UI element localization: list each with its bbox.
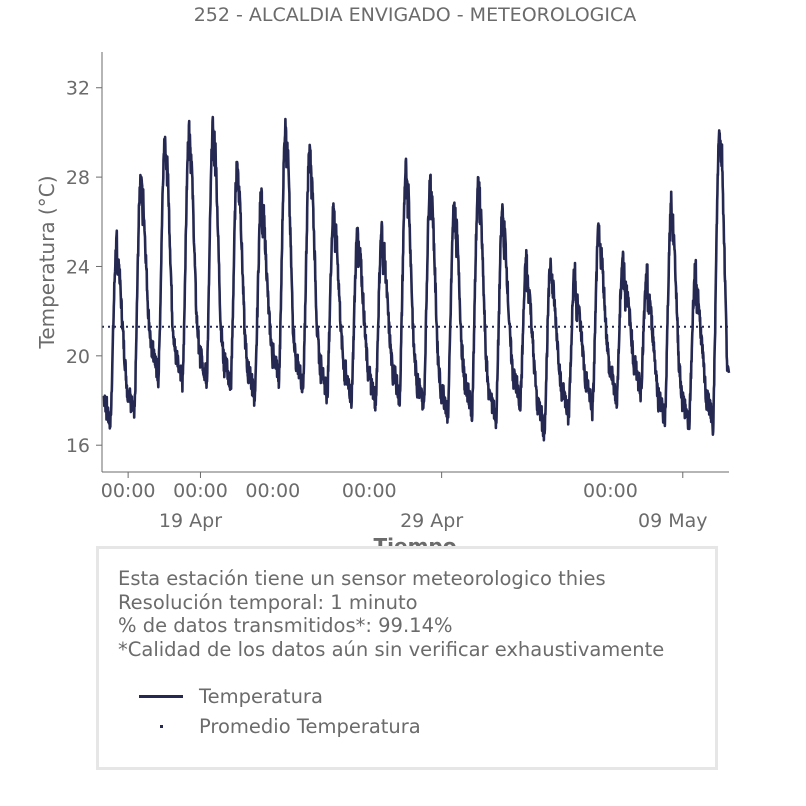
x-date-label: 19 Apr: [159, 510, 222, 532]
plot-area: [102, 115, 731, 442]
y-tick-label: 16: [66, 435, 90, 457]
y-tick-label: 24: [66, 256, 90, 278]
legend-dot-swatch: [139, 714, 185, 738]
info-line-sensor: Esta estación tiene un sensor meteorolog…: [118, 567, 606, 590]
y-tick-label: 32: [66, 78, 90, 100]
x-tick-label: 00:00: [342, 480, 397, 502]
y-axis-title: Temperatura (°C): [35, 175, 59, 349]
x-date-label: 09 May: [638, 510, 708, 532]
legend-label-temperatura: Temperatura: [199, 684, 323, 708]
info-line-quality: *Calidad de los datos aún sin verificar …: [118, 637, 665, 661]
info-box: Esta estación tiene un sensor meteorolog…: [96, 546, 718, 770]
x-tick-label: 00:00: [173, 480, 228, 502]
legend-label-promedio: Promedio Temperatura: [199, 714, 421, 738]
info-line-transmitted: % de datos transmitidos*: 99.14%: [118, 614, 453, 637]
x-tick-label: 00:00: [101, 480, 156, 502]
x-tick-label: 00:00: [245, 480, 300, 502]
x-tick-label: 00:00: [583, 480, 638, 502]
legend: Temperatura Promedio Temperatura: [139, 681, 421, 741]
y-tick-label: 28: [66, 167, 90, 189]
y-tick-label: 20: [66, 346, 90, 368]
info-text: Esta estación tiene un sensor meteorolog…: [118, 567, 664, 661]
series-temperatura: [102, 115, 731, 442]
legend-item-promedio: Promedio Temperatura: [139, 711, 421, 741]
x-date-label: 29 Apr: [400, 510, 463, 532]
info-line-resolution: Resolución temporal: 1 minuto: [118, 590, 418, 614]
legend-line-swatch: [139, 684, 185, 708]
legend-item-temperatura: Temperatura: [139, 681, 421, 711]
chart-title: 252 - ALCALDIA ENVIGADO - METEOROLOGICA: [194, 4, 637, 26]
